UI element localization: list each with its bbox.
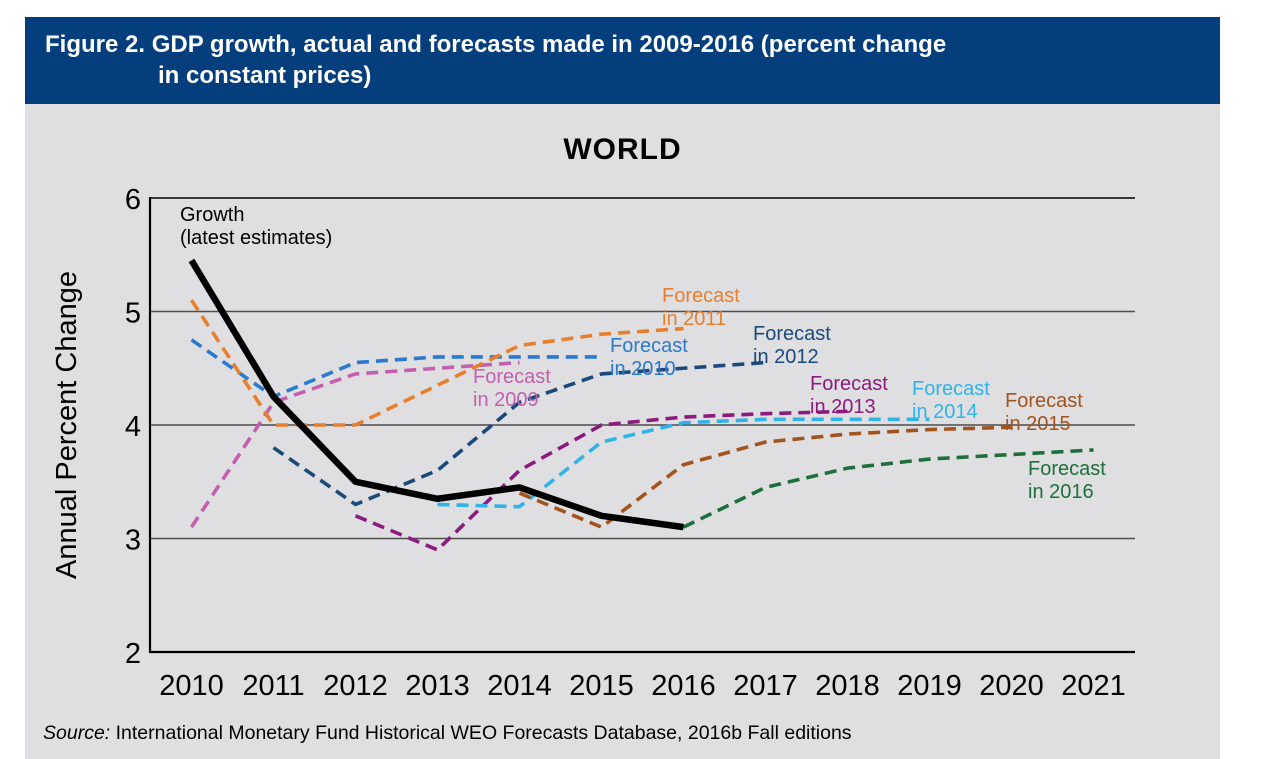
series-line-forecast-2013 [354, 409, 848, 552]
x-tick-label-2011: 2011 [242, 670, 304, 702]
series-line-forecast-2016 [682, 448, 1094, 529]
y-tick-label-2: 2 [125, 638, 141, 670]
x-tick-label-2014: 2014 [487, 670, 552, 702]
series-label-forecast-2011-line2: in 2011 [662, 308, 726, 330]
series-line-forecast-2009 [189, 360, 520, 529]
x-tick-label-2021: 2021 [1061, 670, 1126, 702]
series-line-forecast-2015 [518, 425, 1012, 529]
series-label-forecast-2015-line1: Forecast [1005, 390, 1083, 412]
x-tick-label-2018: 2018 [815, 670, 880, 702]
series-label-forecast-2013-line2: in 2013 [810, 396, 876, 418]
series-label-forecast-2009-line1: Forecast [473, 366, 551, 388]
y-tick-label-4: 4 [125, 411, 141, 443]
series-line-growth-actual [188, 258, 684, 531]
series-line-forecast-2011 [189, 299, 684, 427]
figure-header-line2: in constant prices) [158, 62, 372, 89]
series-label-growth-actual-line1: Growth [180, 204, 244, 226]
x-tick-label-2017: 2017 [733, 670, 798, 702]
series-line-forecast-2012 [272, 360, 766, 507]
series-label-forecast-2014-line2: in 2014 [912, 401, 978, 423]
x-tick-label-2019: 2019 [897, 670, 962, 702]
figure-header-line1: Figure 2. GDP growth, actual and forecas… [45, 31, 947, 58]
series-label-forecast-2009-line2: in 2009 [473, 389, 539, 411]
x-tick-label-2016: 2016 [651, 670, 716, 702]
x-tick-label-2013: 2013 [405, 670, 470, 702]
series-label-forecast-2010-line2: in 2010 [610, 358, 676, 380]
series-label-growth-actual-line2: (latest estimates) [180, 227, 332, 249]
series-label-forecast-2012-line1: Forecast [753, 323, 831, 345]
series-label-forecast-2012-line2: in 2012 [753, 346, 819, 368]
series-label-forecast-2011-line1: Forecast [662, 285, 740, 307]
series-line-forecast-2010 [190, 338, 602, 399]
series-line-forecast-2014 [437, 417, 930, 509]
y-tick-label-6: 6 [125, 184, 141, 216]
x-tick-label-2012: 2012 [323, 670, 388, 702]
series-label-forecast-2015-line2: in 2015 [1005, 413, 1071, 435]
figure-header-bar: Figure 2. GDP growth, actual and forecas… [25, 17, 1220, 104]
source-label: Source: [43, 722, 111, 744]
y-tick-label-3: 3 [125, 525, 141, 557]
x-tick-label-2010: 2010 [159, 670, 224, 702]
chart-title: WORLD [563, 133, 682, 166]
x-tick-label-2020: 2020 [979, 670, 1044, 702]
source-note: Source: International Monetary Fund Hist… [43, 722, 852, 745]
series-label-forecast-2014-line1: Forecast [912, 378, 990, 400]
x-tick-label-2015: 2015 [569, 670, 634, 702]
y-tick-label-5: 5 [125, 298, 141, 330]
series-label-forecast-2013-line1: Forecast [810, 373, 888, 395]
y-axis-title: Annual Percent Change [51, 271, 83, 579]
series-label-forecast-2016-line2: in 2016 [1028, 481, 1094, 503]
figure-panel [25, 104, 1220, 759]
source-text: International Monetary Fund Historical W… [110, 722, 852, 744]
series-label-forecast-2010-line1: Forecast [610, 335, 688, 357]
series-label-forecast-2016-line1: Forecast [1028, 458, 1106, 480]
